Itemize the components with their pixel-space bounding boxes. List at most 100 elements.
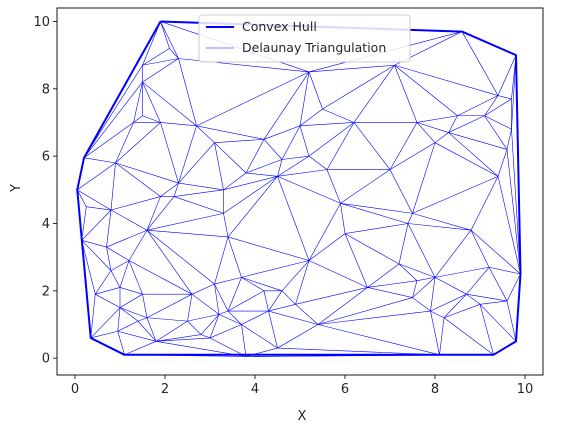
triangulation-edge (214, 283, 229, 312)
triangulation-edge (209, 324, 242, 339)
triangulation-edge (317, 287, 368, 325)
triangulation-edge (479, 300, 508, 305)
triangulation-edge (146, 213, 224, 231)
y-tick-label: 6 (42, 150, 50, 165)
triangulation-edge (245, 172, 278, 177)
triangulation-edge (448, 132, 508, 150)
triangulation-edge (308, 155, 328, 170)
triangulation-edge (155, 337, 211, 342)
triangulation-edge (245, 159, 283, 174)
triangulation-edge (470, 230, 490, 268)
triangulation-edge (146, 230, 193, 295)
triangulation-edge (173, 182, 179, 197)
triangulation-edge (146, 293, 193, 319)
triangulation-edge (416, 115, 458, 123)
y-axis-label: Y (9, 184, 24, 193)
triangulation-edge (322, 64, 395, 110)
triangulation-edge (115, 162, 179, 184)
triangulation-edge (398, 263, 436, 278)
triangulation-edge (77, 189, 112, 211)
triangulation-edge (434, 277, 467, 295)
triangulation-edge (128, 230, 148, 261)
triangulation-edge (443, 317, 494, 356)
triangulation-edge (443, 304, 481, 319)
triangulation-edge (214, 277, 242, 285)
triangulation-edge (223, 176, 278, 191)
triangulation-edge (308, 233, 346, 261)
triangulation-edge (160, 21, 179, 59)
triangulation-edge (106, 229, 148, 248)
x-tick-label: 4 (251, 382, 259, 397)
triangulation-edge (146, 196, 161, 231)
triangulation-edge (308, 203, 341, 261)
triangulation-edge (389, 142, 436, 170)
triangulation-edge (115, 122, 161, 164)
triangulation-edge (119, 287, 143, 295)
triangulation-edge (398, 263, 418, 281)
triangulation-edge (277, 169, 328, 177)
triangulation-edge (340, 203, 346, 234)
triangulation-edge (412, 277, 436, 298)
triangulation-edge (200, 314, 220, 335)
triangulation-edge (457, 95, 499, 117)
triangulation-edge (128, 260, 143, 295)
triangulation-edge (110, 270, 121, 288)
triangulation-edge (340, 169, 391, 204)
triangulation-edge (281, 260, 310, 292)
triangulation-edge (295, 287, 368, 305)
triangulation-edge (412, 213, 472, 231)
triangulation-edge (117, 320, 139, 332)
triangulation-edge (142, 81, 197, 127)
axes (56, 7, 544, 376)
y-tick-label: 10 (33, 15, 50, 30)
triangulation-edge (407, 213, 413, 224)
triangulation-edge (106, 246, 130, 261)
triangulation-edge (142, 81, 161, 123)
triangulation-edge (76, 189, 87, 207)
x-tick-label: 8 (431, 382, 439, 397)
triangulation-edge (117, 330, 157, 342)
triangulation-edge (506, 300, 517, 342)
triangulation-edge (268, 310, 319, 325)
triangulation-edge (178, 125, 197, 184)
triangulation-edge (340, 202, 413, 214)
triangulation-edge (227, 310, 242, 325)
triangulation-edge (277, 176, 341, 204)
triangulation-edge (214, 139, 265, 143)
triangulation-edge (227, 290, 265, 312)
triangulation-edge (308, 260, 368, 288)
y-tick-label: 0 (42, 352, 50, 367)
triangulation-edge (110, 162, 116, 211)
triangulation-edge (187, 320, 202, 335)
triangulation-edge (497, 149, 508, 177)
triangulation-edge (110, 196, 161, 211)
triangulation-edge (191, 283, 215, 295)
triangulation-edge (497, 176, 521, 275)
triangulation-edge (470, 176, 499, 231)
triangulation-edge (389, 169, 413, 214)
triangulation-edge (394, 65, 418, 123)
triangulation-edge (466, 267, 490, 295)
triangulation-edge (133, 82, 143, 123)
convex-hull-series (76, 20, 522, 356)
triangulation-edge (344, 233, 368, 288)
triangulation-edge (263, 139, 283, 160)
y-tick-label: 4 (42, 217, 50, 232)
triangulation-edge (241, 324, 278, 349)
triangulation-edge (430, 310, 445, 319)
triangulation-edge (416, 277, 436, 282)
triangulation-edge (511, 129, 521, 275)
triangulation-edge (461, 31, 499, 96)
x-tick-label: 6 (341, 382, 349, 397)
legend: Convex Hull Delaunay Triangulation (198, 14, 411, 63)
triangulation-edge (488, 266, 521, 275)
triangulation-edge (407, 223, 472, 231)
triangulation-edge (367, 287, 413, 298)
triangulation-edge (484, 98, 512, 116)
triangulation-edge (214, 236, 229, 285)
triangulation-edge (128, 260, 193, 295)
triangulation-edge (83, 81, 143, 159)
axes-frame (56, 7, 544, 376)
triangulation-edge (326, 122, 355, 170)
triangulation-edge (214, 284, 220, 315)
